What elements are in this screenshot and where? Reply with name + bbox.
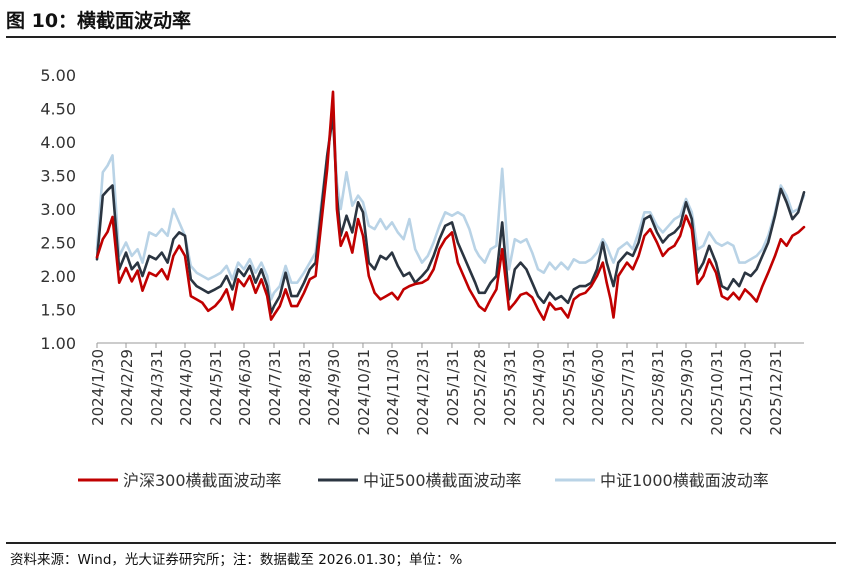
top-rule <box>6 36 836 38</box>
volatility-line-chart: 1.00 1.50 2.00 2.50 3.00 3.50 4.00 4.50 5.00 202… <box>40 66 806 490</box>
y-tick-label: 1.00 <box>40 334 76 353</box>
y-tick-label: 4.00 <box>40 133 76 152</box>
x-tick-label: 2025/10/31 <box>708 349 726 435</box>
x-tick-label: 2024/4/30 <box>177 349 195 426</box>
x-tick-label: 2024/8/31 <box>296 349 314 426</box>
x-tick-label: 2024/12/31 <box>414 349 432 435</box>
legend-label: 中证500横截面波动率 <box>363 471 522 490</box>
x-tick-label: 2024/7/31 <box>266 349 284 426</box>
legend-label: 沪深300横截面波动率 <box>123 471 282 490</box>
source-note: 资料来源：Wind，光大证券研究所；注：数据截至 2026.01.30；单位：% <box>10 552 463 568</box>
x-tick-label: 2025/5/31 <box>560 349 578 426</box>
x-tick-label: 2025/3/31 <box>501 349 519 426</box>
legend: 沪深300横截面波动率 中证500横截面波动率 中证1000横截面波动率 <box>78 471 769 490</box>
y-tick-label: 2.50 <box>40 234 76 253</box>
x-tick-label: 2025/4/30 <box>530 349 548 426</box>
y-tick-label: 5.00 <box>40 66 76 85</box>
x-axis: 2024/1/30 2024/2/29 2024/3/31 2024/4/30 2024… <box>89 342 804 435</box>
x-tick-label: 2024/10/31 <box>355 349 373 435</box>
y-axis-ticks: 1.00 1.50 2.00 2.50 3.00 3.50 4.00 4.50 5.00 <box>40 66 76 353</box>
series-line-0 <box>95 90 806 321</box>
x-tick-label: 2024/2/29 <box>118 349 136 426</box>
y-tick-label: 1.50 <box>40 301 76 320</box>
x-tick-label: 2025/7/31 <box>619 349 637 426</box>
x-tick-label: 2024/9/30 <box>325 349 343 426</box>
y-tick-label: 3.50 <box>40 167 76 186</box>
series-line-1 <box>95 113 806 315</box>
series-line-2 <box>95 107 806 301</box>
x-tick-label: 2025/2/28 <box>471 349 489 426</box>
x-tick-label: 2024/11/30 <box>384 349 402 435</box>
bottom-rule <box>6 542 836 544</box>
x-tick-label: 2025/12/31 <box>767 349 785 435</box>
x-tick-label: 2024/5/31 <box>207 349 225 426</box>
x-tick-label: 2025/6/30 <box>589 349 607 426</box>
figure-title: 图 10：横截面波动率 <box>6 10 192 32</box>
x-tick-label: 2025/9/30 <box>678 349 696 426</box>
y-tick-label: 2.00 <box>40 267 76 286</box>
y-tick-label: 4.50 <box>40 100 76 119</box>
series-layer <box>95 90 806 321</box>
legend-label: 中证1000横截面波动率 <box>600 471 769 490</box>
x-tick-label: 2025/1/31 <box>444 349 462 426</box>
y-tick-label: 3.00 <box>40 200 76 219</box>
x-tick-label: 2025/11/30 <box>737 349 755 435</box>
x-tick-label: 2024/3/31 <box>148 349 166 426</box>
x-tick-label: 2024/6/30 <box>236 349 254 426</box>
x-tick-label: 2024/1/30 <box>89 349 107 426</box>
x-tick-label: 2025/8/31 <box>649 349 667 426</box>
